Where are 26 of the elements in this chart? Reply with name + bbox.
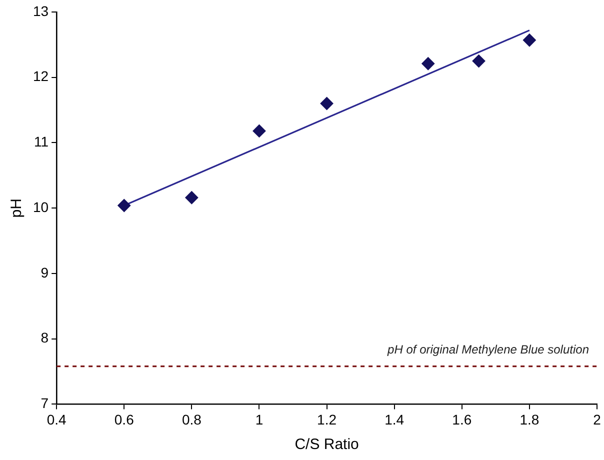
- y-tick-label: 9: [40, 264, 49, 280]
- y-tick-label: 8: [40, 330, 49, 346]
- point: [422, 57, 435, 70]
- x-tick-label: 1.4: [384, 411, 404, 428]
- y-tick-label: 7: [40, 395, 49, 412]
- y-axis-title: pH: [8, 198, 26, 218]
- y-tick-label: 10: [32, 198, 49, 215]
- point: [118, 198, 131, 212]
- y-tick-label: 12: [32, 68, 49, 84]
- point: [522, 34, 536, 47]
- x-tick-label: 2: [593, 411, 602, 428]
- x-tick-label: 1.6: [452, 411, 472, 428]
- y-tick-label: 11: [34, 134, 49, 150]
- point: [472, 54, 486, 68]
- x-tick-label: 1.2: [317, 411, 337, 428]
- x-axis-title: C/S Ratio: [294, 436, 359, 454]
- x-tick-label: 0.4: [46, 411, 67, 428]
- point: [320, 97, 334, 110]
- x-tick-label: 1: [255, 411, 264, 428]
- x-tick-label: 0.8: [182, 411, 202, 428]
- x-tick-label: 0.6: [114, 411, 134, 428]
- ref-line-label: pH of original Methylene Blue solution: [386, 342, 590, 357]
- point: [252, 124, 266, 138]
- y-tick-label: 13: [32, 2, 49, 19]
- x-tick-label: 1.8: [520, 411, 540, 428]
- point: [185, 191, 198, 204]
